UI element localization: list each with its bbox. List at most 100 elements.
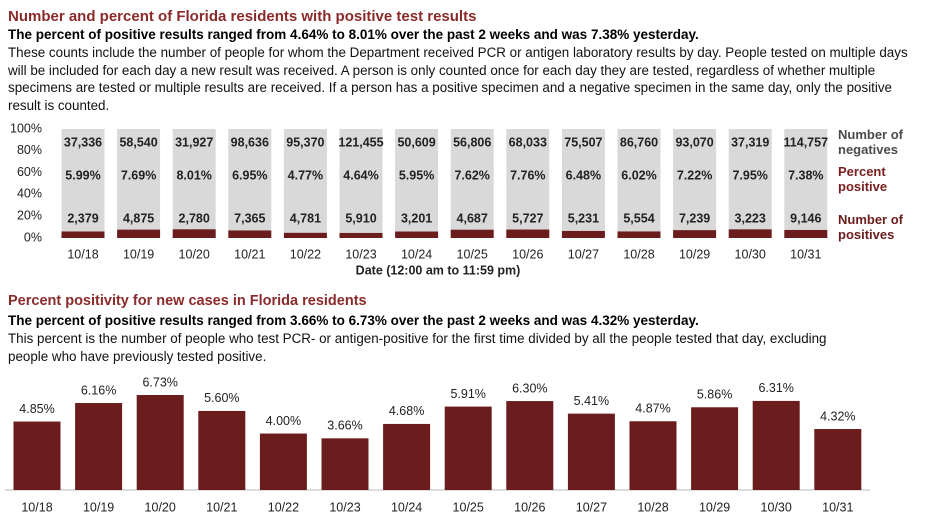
value-label: 4,687 xyxy=(457,211,488,225)
bar xyxy=(629,421,677,490)
value-label: 7,365 xyxy=(234,211,265,225)
value-label: 58,540 xyxy=(119,135,157,149)
bar-negatives xyxy=(283,129,327,233)
x-tick-label: 10/20 xyxy=(145,500,176,514)
legend-item: Percent positive xyxy=(838,164,888,194)
value-label: 114,757 xyxy=(784,135,829,149)
bar xyxy=(136,395,184,490)
x-tick-label: 10/26 xyxy=(512,247,543,261)
value-label: 68,033 xyxy=(509,135,547,149)
x-tick-label: 10/27 xyxy=(576,500,607,514)
value-label: 8.01% xyxy=(176,168,211,182)
value-label: 7.62% xyxy=(454,168,489,182)
x-tick-label: 10/23 xyxy=(345,247,376,261)
value-label: 95,370 xyxy=(286,135,324,149)
legend-item: Number of negatives xyxy=(838,127,903,157)
value-label: 56,806 xyxy=(453,135,491,149)
x-tick-label: 10/31 xyxy=(790,247,821,261)
value-label: 6.31% xyxy=(758,381,793,395)
chart-description: This percent is the number of people who… xyxy=(8,331,827,364)
value-label: 7,239 xyxy=(679,211,710,225)
value-label: 4.85% xyxy=(19,402,54,416)
bar-negatives xyxy=(395,129,439,232)
value-label: 5.86% xyxy=(697,388,732,402)
chart-subtitle: The percent of positive results ranged f… xyxy=(8,27,699,42)
bar xyxy=(383,423,431,490)
y-tick-label: 80% xyxy=(17,143,42,157)
bar-positives xyxy=(617,231,661,238)
x-tick-label: 10/24 xyxy=(391,500,422,514)
x-tick-label: 10/24 xyxy=(401,247,432,261)
x-tick-label: 10/29 xyxy=(699,500,730,514)
x-tick-label: 10/20 xyxy=(179,247,210,261)
x-tick-label: 10/19 xyxy=(123,247,154,261)
value-label: 121,455 xyxy=(338,135,383,149)
value-label: 5.41% xyxy=(574,394,609,408)
bar xyxy=(198,410,246,490)
bar-negatives xyxy=(61,129,105,232)
bar-negatives xyxy=(617,129,661,232)
x-tick-label: 10/25 xyxy=(453,500,484,514)
y-tick-label: 60% xyxy=(17,165,42,179)
value-label: 37,336 xyxy=(64,135,102,149)
chart-title: Percent positivity for new cases in Flor… xyxy=(8,293,367,309)
bar-negatives xyxy=(728,129,772,230)
bar xyxy=(321,438,369,490)
value-label: 5,910 xyxy=(345,211,376,225)
bar xyxy=(567,413,615,490)
x-tick-label: 10/29 xyxy=(679,247,710,261)
y-tick-label: 0% xyxy=(24,230,42,244)
bar-positives xyxy=(506,229,550,238)
value-label: 5.99% xyxy=(65,168,100,182)
bar-negatives xyxy=(172,129,216,230)
bar xyxy=(75,403,123,490)
value-label: 6.30% xyxy=(512,381,547,395)
value-label: 5.95% xyxy=(399,168,434,182)
bar-negatives xyxy=(561,129,605,231)
value-label: 4.64% xyxy=(343,168,378,182)
value-label: 2,780 xyxy=(179,211,210,225)
value-label: 98,636 xyxy=(231,135,269,149)
bar xyxy=(13,421,61,490)
x-tick-label: 10/18 xyxy=(21,500,52,514)
value-label: 7.69% xyxy=(121,168,156,182)
y-tick-label: 20% xyxy=(17,208,42,222)
x-tick-label: 10/28 xyxy=(623,247,654,261)
bar-positives xyxy=(339,232,383,238)
x-tick-label: 10/21 xyxy=(206,500,237,514)
value-label: 7.76% xyxy=(510,168,545,182)
bar xyxy=(444,406,492,490)
bar-positives xyxy=(784,229,828,238)
value-label: 6.02% xyxy=(621,168,656,182)
bar-negatives xyxy=(339,129,383,233)
bar-negatives xyxy=(673,129,717,231)
bar-negatives xyxy=(506,129,550,230)
x-tick-label: 10/30 xyxy=(761,500,792,514)
value-label: 31,927 xyxy=(175,135,213,149)
value-label: 6.95% xyxy=(232,168,267,182)
bar-negatives xyxy=(228,129,272,231)
x-tick-label: 10/22 xyxy=(268,500,299,514)
bar xyxy=(506,401,554,490)
value-label: 6.48% xyxy=(566,168,601,182)
x-tick-label: 10/25 xyxy=(457,247,488,261)
x-tick-label: 10/23 xyxy=(329,500,360,514)
value-label: 4.32% xyxy=(820,409,855,423)
bar-positives xyxy=(61,231,105,238)
bar xyxy=(259,433,307,490)
bar xyxy=(691,407,739,490)
value-label: 3,201 xyxy=(401,211,432,225)
value-label: 5.91% xyxy=(450,387,485,401)
value-label: 50,609 xyxy=(397,135,435,149)
legend-item: Number of positives xyxy=(838,212,903,242)
value-label: 3,223 xyxy=(735,211,766,225)
value-label: 7.95% xyxy=(732,168,767,182)
bar-positives xyxy=(728,229,772,238)
x-tick-label: 10/30 xyxy=(735,247,766,261)
value-label: 4,781 xyxy=(290,211,321,225)
bar xyxy=(752,400,800,490)
value-label: 7.38% xyxy=(788,168,823,182)
chart-title: Number and percent of Florida residents … xyxy=(8,8,477,25)
value-label: 6.16% xyxy=(81,383,116,397)
